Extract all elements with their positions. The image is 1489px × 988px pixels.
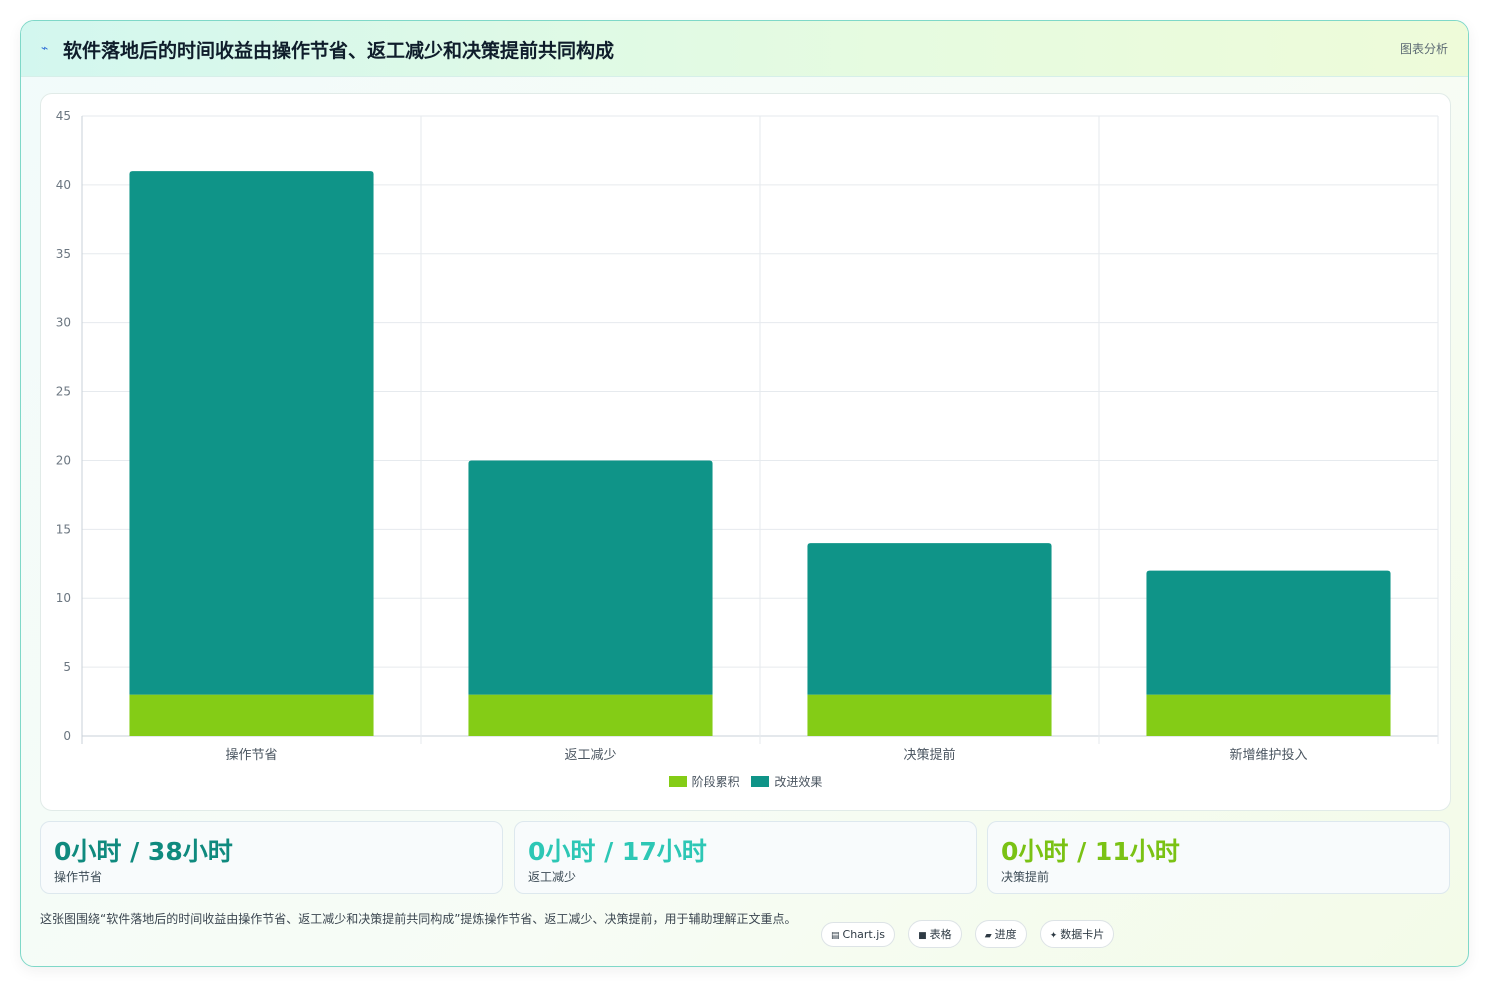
stat-label: 决策提前 xyxy=(1001,870,1050,884)
chart-icon: ▤ xyxy=(831,931,840,941)
stat-value: 0小时 / 17小时 xyxy=(528,837,707,866)
bar-improvement xyxy=(468,460,713,695)
y-tick-label: 15 xyxy=(56,522,71,536)
y-tick-label: 10 xyxy=(56,591,71,605)
y-tick-label: 25 xyxy=(56,385,71,399)
chart-legend: 阶段累积 改进效果 xyxy=(41,773,1450,790)
bar-stage xyxy=(1146,694,1391,736)
stat-label: 返工减少 xyxy=(528,870,577,884)
chart-panel: 0 5 10 15 20 25 30 35 40 45 操作节省 返工减少 决策提前 新增维护投入 阶段累… xyxy=(40,93,1451,811)
chip-label: 表格 xyxy=(929,928,952,941)
y-tick-label: 5 xyxy=(63,660,71,674)
bar-stage xyxy=(129,694,374,736)
stat-card-operation: 0小时 / 38小时 操作节省 xyxy=(40,821,503,894)
chart-analysis-tag: 图表分析 xyxy=(1399,42,1448,56)
chip-label: Chart.js xyxy=(842,928,886,941)
chip-data-card[interactable]: ✦ 数据卡片 xyxy=(1039,920,1115,948)
chart-card: ⌁ 软件落地后的时间收益由操作节省、返工减少和决策提前共同构成 图表分析 0 5 1… xyxy=(20,20,1469,967)
chart-title: 软件落地后的时间收益由操作节省、返工减少和决策提前共同构成 xyxy=(63,40,615,62)
x-tick-label: 新增维护投入 xyxy=(1229,747,1307,763)
chart-description: 这张图围绕“软件落地后的时间收益由操作节省、返工减少和决策提前共同构成”提炼操作… xyxy=(40,912,797,926)
stat-card-decision: 0小时 / 11小时 决策提前 xyxy=(987,821,1450,894)
legend-item-improvement[interactable]: 改进效果 xyxy=(751,773,822,790)
bar-chart: 0 5 10 15 20 25 30 35 40 45 操作节省 返工减少 决策提前 新增维护投入 xyxy=(56,109,1439,763)
progress-icon: ▰ xyxy=(984,931,992,941)
chip-chartjs[interactable]: ▤ Chart.js xyxy=(821,922,896,947)
y-tick-label: 30 xyxy=(56,316,71,330)
y-tick-label: 20 xyxy=(56,453,71,467)
stat-card-rework: 0小时 / 17小时 返工减少 xyxy=(514,821,977,894)
sparkle-icon: ⌁ xyxy=(41,41,49,55)
card-header: ⌁ 软件落地后的时间收益由操作节省、返工减少和决策提前共同构成 图表分析 xyxy=(21,21,1468,77)
x-tick-label: 操作节省 xyxy=(225,747,277,763)
bar-stage xyxy=(468,694,713,736)
legend-swatch-stage xyxy=(668,776,687,787)
y-tick-label: 40 xyxy=(56,178,71,192)
chip-label: 进度 xyxy=(994,928,1017,941)
y-tick-label: 35 xyxy=(56,247,71,261)
chip-progress[interactable]: ▰ 进度 xyxy=(974,920,1027,948)
legend-item-stage[interactable]: 阶段累积 xyxy=(668,773,740,790)
table-icon: ■ xyxy=(918,931,927,941)
legend-label-improvement: 改进效果 xyxy=(774,775,823,789)
chip-table[interactable]: ■ 表格 xyxy=(908,920,962,948)
card-icon: ✦ xyxy=(1049,931,1058,941)
bar-improvement xyxy=(1146,570,1391,695)
bar-improvement xyxy=(807,543,1052,695)
bar-stage xyxy=(807,694,1052,736)
y-tick-label: 0 xyxy=(63,729,71,743)
legend-label-stage: 阶段累积 xyxy=(691,775,740,789)
stat-label: 操作节省 xyxy=(54,870,103,884)
legend-swatch-improvement xyxy=(751,776,770,787)
x-tick-label: 决策提前 xyxy=(903,747,955,763)
stat-value: 0小时 / 11小时 xyxy=(1001,837,1180,866)
tech-chips: ▤ Chart.js ■ 表格 ▰ 进度 ✦ 数据卡片 xyxy=(821,920,1122,948)
x-tick-label: 返工减少 xyxy=(564,748,616,763)
chip-label: 数据卡片 xyxy=(1060,928,1105,941)
y-tick-label: 45 xyxy=(56,109,71,123)
stat-value: 0小时 / 38小时 xyxy=(54,837,233,866)
bar-improvement xyxy=(129,171,374,695)
